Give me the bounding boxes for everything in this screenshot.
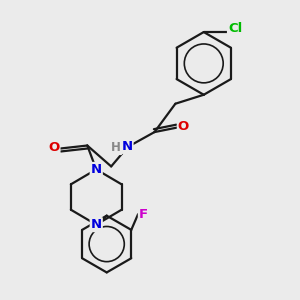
Text: N: N <box>91 163 102 176</box>
Text: N: N <box>91 218 102 231</box>
Text: O: O <box>178 120 189 133</box>
Text: O: O <box>48 140 59 154</box>
Text: N: N <box>122 140 133 153</box>
Text: F: F <box>139 208 148 221</box>
Text: H: H <box>111 141 121 154</box>
Text: Cl: Cl <box>228 22 242 35</box>
